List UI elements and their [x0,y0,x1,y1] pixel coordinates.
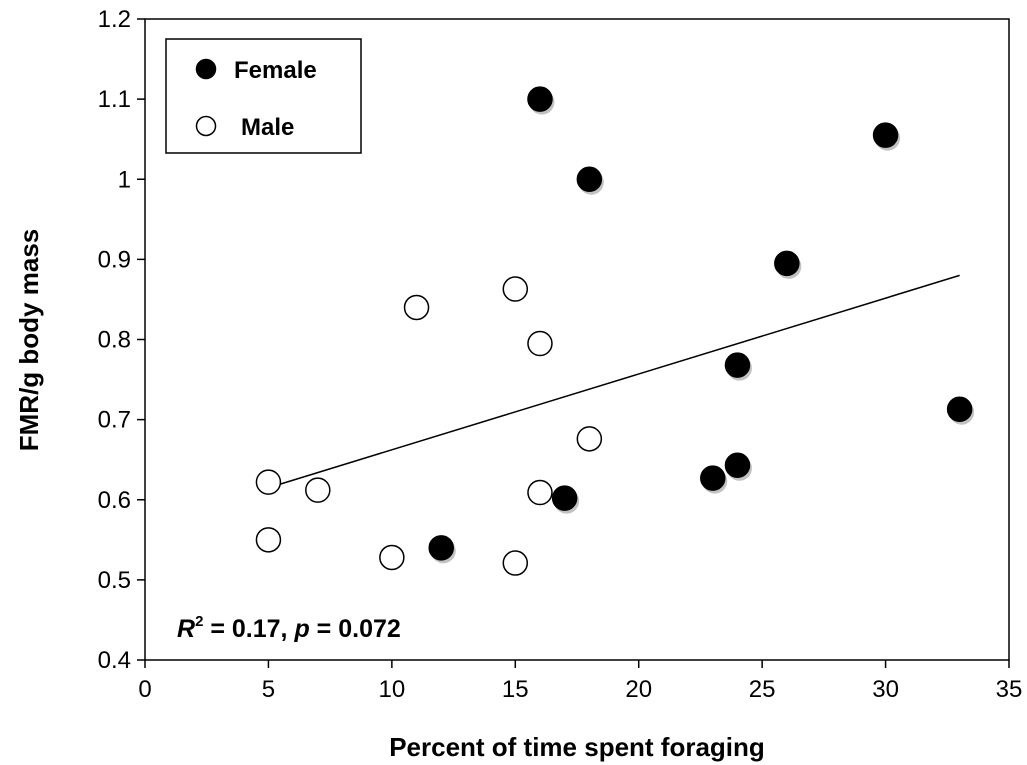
x-tick-label: 30 [872,676,899,703]
r-squared-value: = 0.17, [203,615,294,643]
p-value: = 0.072 [310,615,401,643]
data-point-female [528,87,552,111]
x-tick-label: 25 [749,676,776,703]
legend-label-male: Male [241,114,294,141]
legend-label-female: Female [234,57,317,84]
x-tick-label: 15 [502,676,529,703]
x-tick-label: 35 [996,676,1023,703]
y-tick-label: 0.6 [98,487,131,514]
data-point-male [503,551,527,575]
data-point-female [725,453,749,477]
y-axis-ticks: 0.4 0.5 0.6 0.7 0.8 0.9 1 1.1 1.2 [98,6,145,674]
data-point-female [725,353,749,377]
data-point-female [874,123,898,147]
y-tick-label: 0.8 [98,327,131,354]
x-tick-label: 10 [379,676,406,703]
data-point-female [701,466,725,490]
y-tick-label: 0.4 [98,647,131,674]
x-tick-label: 20 [625,676,652,703]
data-point-male [503,277,527,301]
data-points [256,87,974,575]
data-point-female [775,251,799,275]
data-point-male [577,427,601,451]
trend-line [268,275,959,487]
data-point-male [256,528,280,552]
y-tick-label: 1.2 [98,6,131,33]
p-symbol: p [293,615,309,643]
data-point-male [380,545,404,569]
x-tick-label: 5 [262,676,275,703]
r-squared-symbol: R [177,615,195,643]
data-point-male [306,478,330,502]
legend-marker-male [197,117,216,136]
y-tick-label: 0.5 [98,567,131,594]
y-axis-title: FMR/g body mass [14,229,44,451]
data-point-male [256,470,280,494]
y-tick-label: 0.9 [98,246,131,273]
data-point-female [577,167,601,191]
y-tick-label: 1.1 [98,86,131,113]
x-axis-title: Percent of time spent foraging [389,732,765,762]
data-point-male [405,295,429,319]
data-point-male [528,481,552,505]
y-tick-label: 1 [118,166,131,193]
legend: Female Male [166,39,361,153]
data-point-female [429,536,453,560]
x-axis-ticks: 0 5 10 15 20 25 30 35 [138,660,1022,703]
x-tick-label: 0 [138,676,151,703]
data-point-female [948,397,972,421]
legend-marker-female [197,60,216,79]
data-point-male [528,332,552,356]
stats-annotation: R2 = 0.17, p = 0.072 [177,613,401,643]
y-tick-label: 0.7 [98,407,131,434]
r-squared-exponent: 2 [195,613,203,630]
data-point-female [553,486,577,510]
